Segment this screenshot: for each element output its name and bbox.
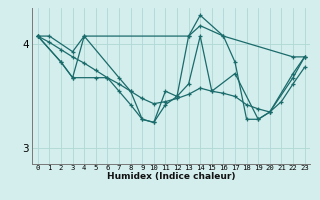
X-axis label: Humidex (Indice chaleur): Humidex (Indice chaleur) — [107, 172, 236, 181]
